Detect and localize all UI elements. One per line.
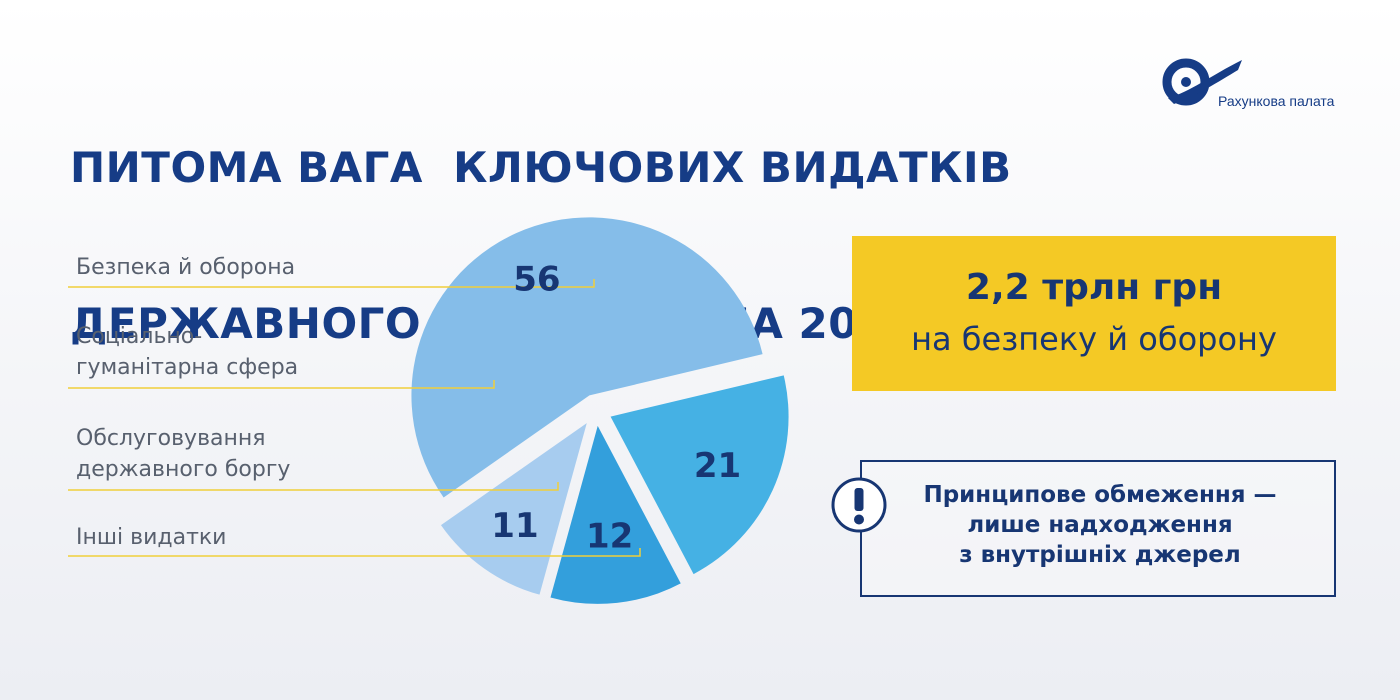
category-label-social-humanitarian: Соціально-гуманітарна сфера <box>76 324 298 380</box>
category-label-debt-service: Обслуговування державного боргу <box>76 426 290 482</box>
pie-slice-debt-service <box>550 425 681 604</box>
exclamation-circle-icon <box>831 477 887 533</box>
pie-slice-other <box>440 423 587 595</box>
highlight-box: 2,2 трлн грн на безпеку й оборону <box>852 236 1336 391</box>
leader-line-security-defense <box>68 279 595 288</box>
title-line-1: ПИТОМА ВАГА КЛЮЧОВИХ ВИДАТКІВ <box>70 143 1012 192</box>
leader-line-other <box>68 548 641 557</box>
highlight-description: на безпеку й оборону <box>911 320 1277 358</box>
value-label-debt-service: 12 <box>586 517 633 557</box>
leader-line-debt-service <box>68 482 559 491</box>
notice-line-2: лише надходження <box>967 512 1233 538</box>
value-label-security-defense: 56 <box>513 260 560 300</box>
logo-text: Рахункова палата <box>1218 93 1335 109</box>
category-label-security-defense: Безпека й оборона <box>76 255 295 280</box>
category-label-other: Інші видатки <box>76 525 226 550</box>
notice-text: Принципове обмеження — лише надходження … <box>890 480 1310 570</box>
value-label-social-humanitarian: 21 <box>694 446 741 486</box>
value-label-other: 11 <box>491 506 538 546</box>
notice-line-1: Принципове обмеження — <box>923 482 1277 508</box>
leader-line-social-humanitarian <box>68 380 495 389</box>
logo-icon <box>1162 58 1242 106</box>
notice-box <box>860 460 1336 597</box>
highlight-amount: 2,2 трлн грн <box>965 267 1223 308</box>
pie-slice-social-humanitarian <box>610 375 789 575</box>
notice-line-3: з внутрішніх джерел <box>959 542 1241 568</box>
